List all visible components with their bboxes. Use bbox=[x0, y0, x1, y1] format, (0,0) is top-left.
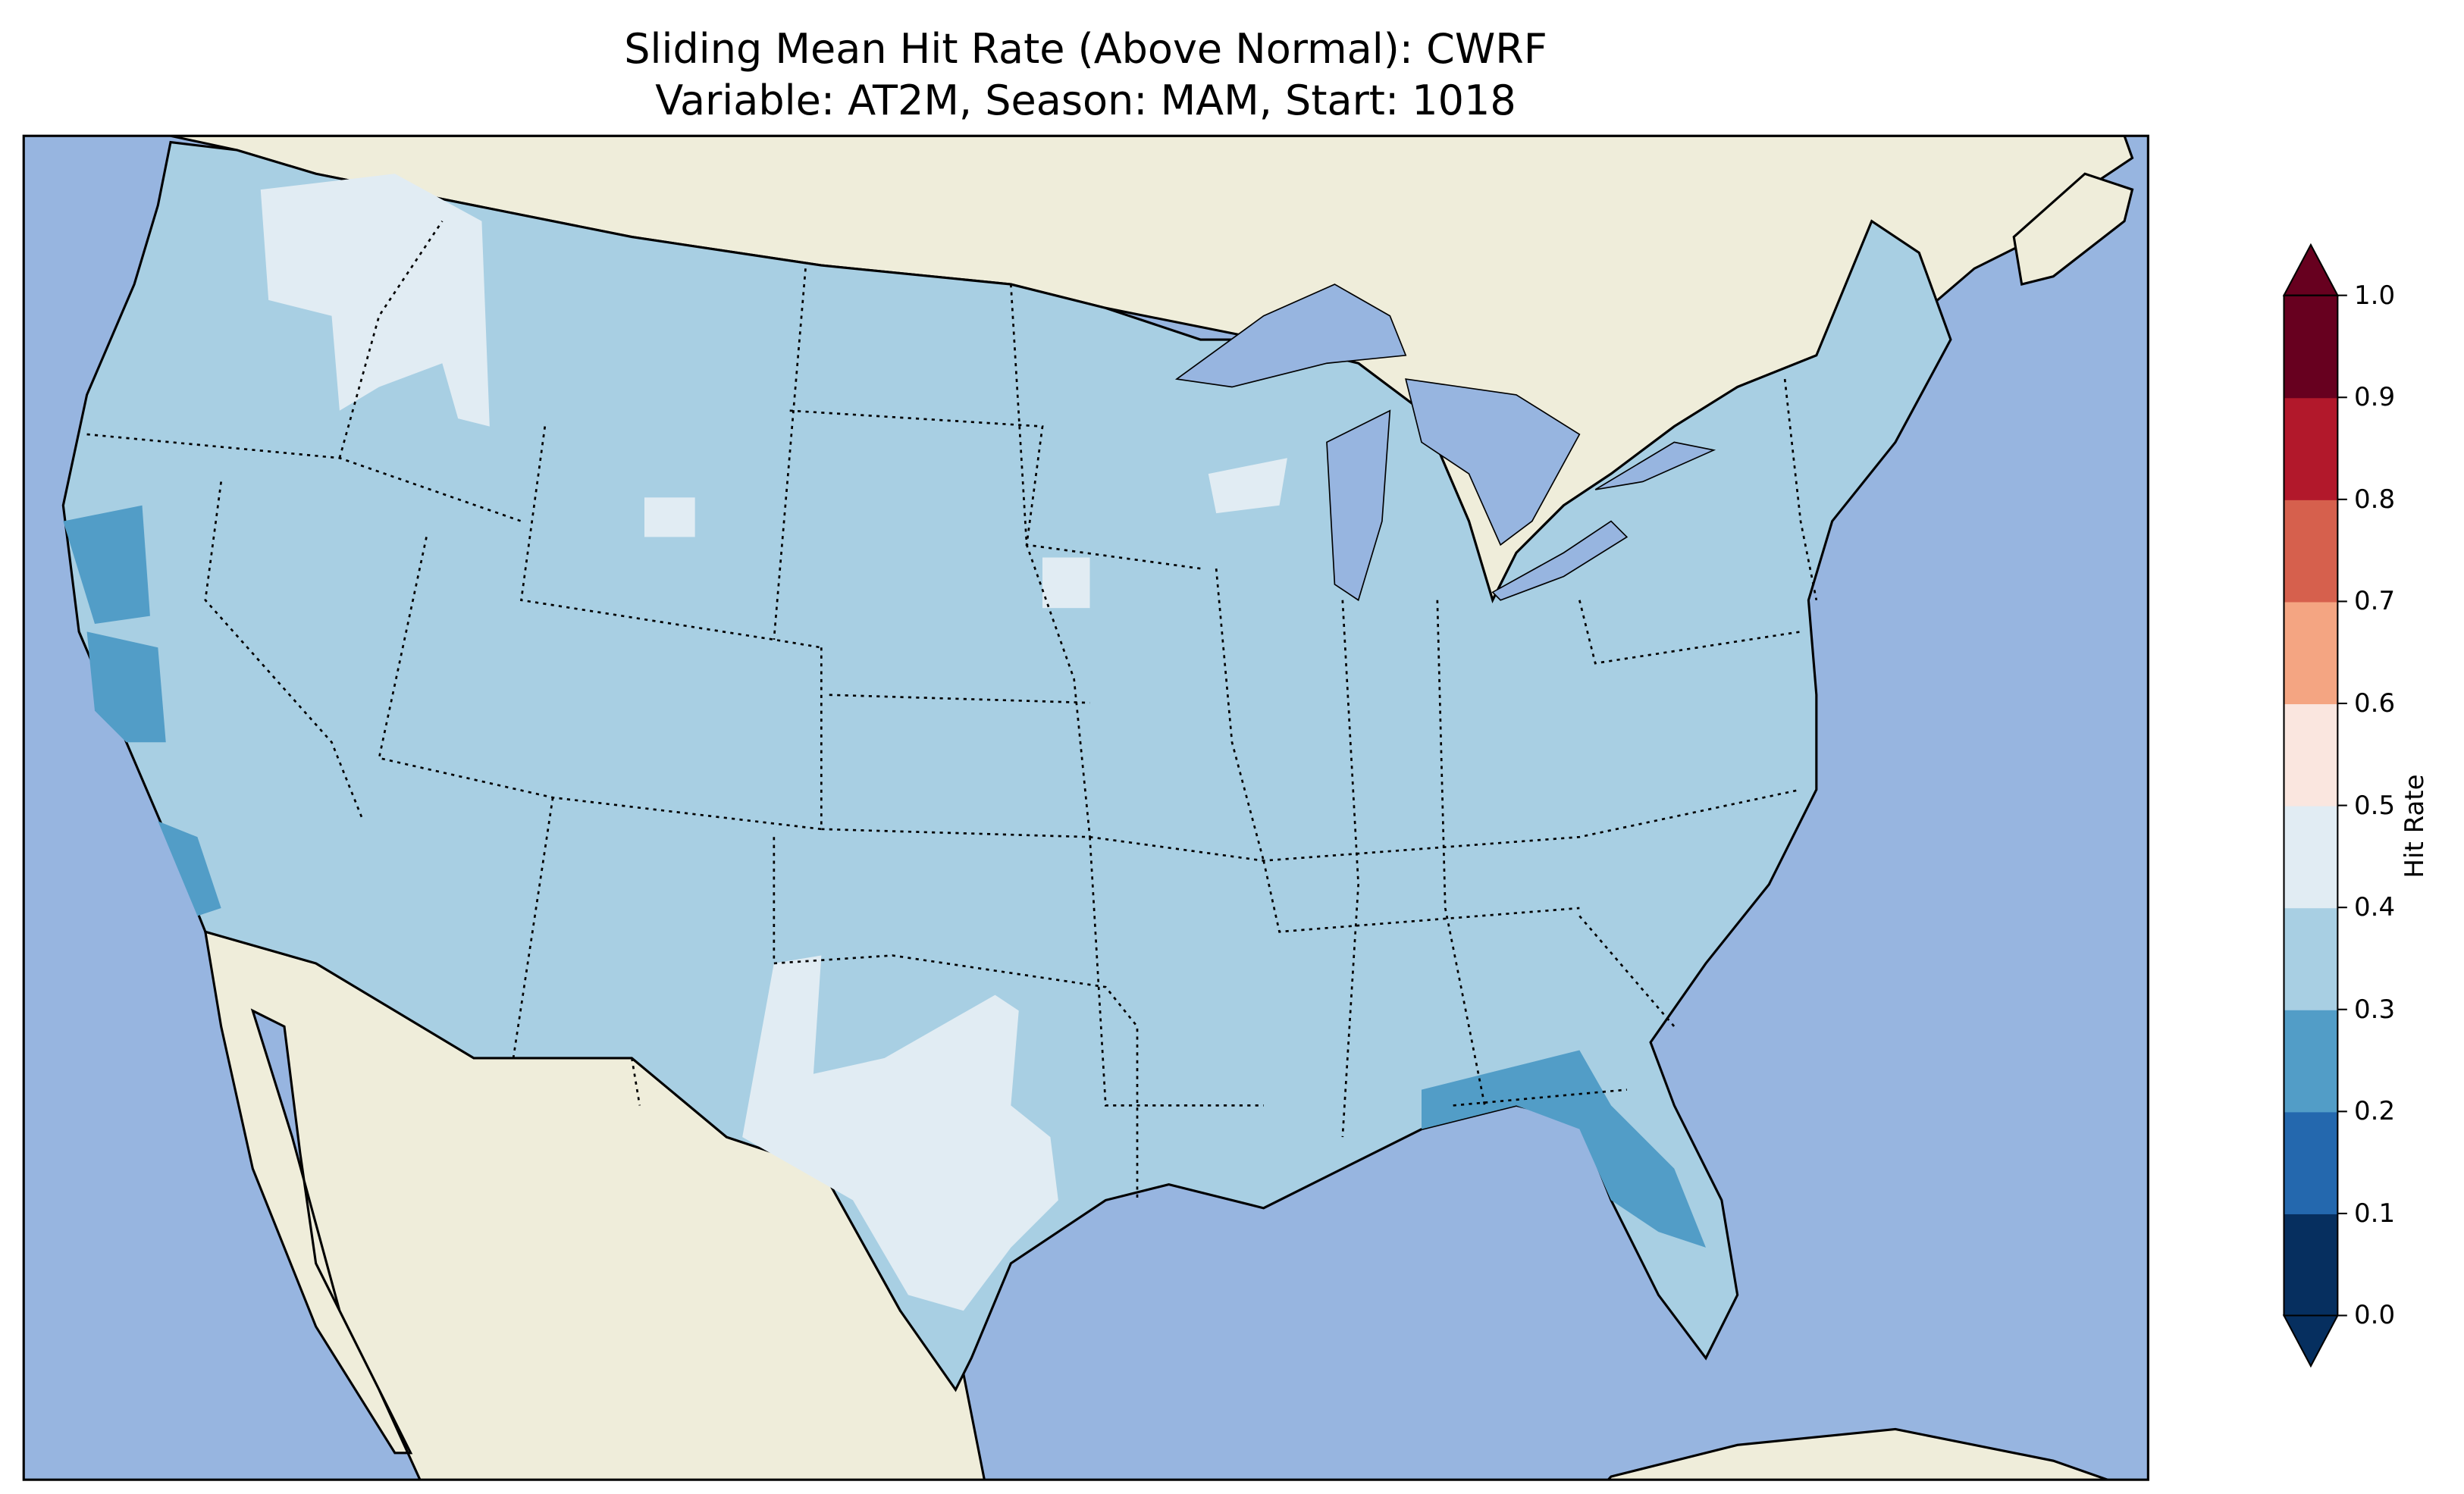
colorbar-extend-max bbox=[2282, 243, 2340, 296]
colorbar-segment bbox=[2284, 907, 2338, 1010]
lighter-patches bbox=[260, 174, 1287, 1311]
state-borders bbox=[86, 220, 1818, 1201]
chart-subtitle: Variable: AT2M, Season: MAM, Start: 1018 bbox=[655, 77, 1516, 124]
great-lakes bbox=[1174, 283, 1716, 602]
colorbar-label: Hit Rate bbox=[2400, 774, 2430, 879]
colorbar-segment bbox=[2284, 1009, 2338, 1113]
colorbar-tick-label: 0.8 bbox=[2354, 484, 2396, 515]
colorbar-segment bbox=[2284, 499, 2338, 603]
colorbar-tick-label: 0.4 bbox=[2354, 892, 2396, 923]
colorbar-segment bbox=[2284, 703, 2338, 807]
colorbar-segment bbox=[2284, 295, 2338, 399]
colorbar-segment bbox=[2284, 601, 2338, 705]
darker-patches bbox=[63, 505, 1706, 1248]
colorbar-tick-label: 0.6 bbox=[2354, 687, 2396, 719]
colorbar-segment bbox=[2284, 1213, 2338, 1317]
colorbar bbox=[2282, 243, 2347, 1368]
colorbar-tick-label: 0.5 bbox=[2354, 790, 2396, 821]
colorbar-tick-label: 0.3 bbox=[2354, 994, 2396, 1025]
nova-scotia-land bbox=[2012, 172, 2134, 287]
colorbar-segment bbox=[2284, 1111, 2338, 1214]
cuba-land bbox=[1607, 1427, 2111, 1480]
colorbar-segment bbox=[2284, 805, 2338, 909]
colorbar-tick-label: 0.2 bbox=[2354, 1096, 2396, 1127]
colorbar-extend-min bbox=[2282, 1314, 2340, 1368]
colorbar-tick-label: 0.1 bbox=[2354, 1198, 2396, 1229]
colorbar-tick-label: 0.7 bbox=[2354, 586, 2396, 617]
colorbar-tick-label: 0.0 bbox=[2354, 1300, 2396, 1331]
map-frame bbox=[22, 134, 2149, 1481]
colorbar-segment bbox=[2284, 397, 2338, 500]
colorbar-tick-label: 0.9 bbox=[2354, 382, 2396, 413]
chart-title: Sliding Mean Hit Rate (Above Normal): CW… bbox=[624, 25, 1547, 73]
colorbar-tick-label: 1.0 bbox=[2354, 280, 2396, 311]
